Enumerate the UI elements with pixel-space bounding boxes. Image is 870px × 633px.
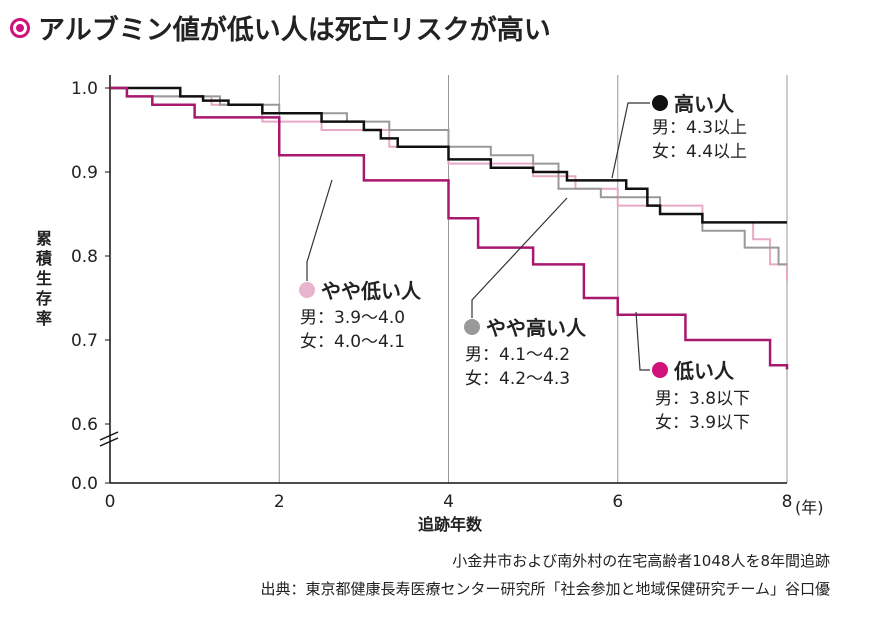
legend-sub: 女：4.2～4.3 (465, 369, 570, 389)
leader-line (471, 197, 568, 318)
x-tick-label: 4 (443, 492, 454, 512)
series-line-0 (110, 86, 787, 224)
series-line-3 (110, 86, 789, 370)
leader-line (611, 102, 650, 179)
legend-sub: 男：3.8以下 (655, 389, 750, 409)
legend-label: やや高い人 (486, 316, 587, 340)
y-tick-label: 0.6 (71, 415, 98, 435)
legend-dot-icon (299, 282, 315, 298)
legend-dot-icon (652, 362, 668, 378)
y-tick-label: 1.0 (71, 79, 98, 99)
x-axis-label: 追跡年数 (418, 515, 483, 534)
legend-sub: 女：4.0～4.1 (300, 332, 405, 352)
leader-line (306, 179, 333, 281)
axis-break-mark (99, 437, 119, 447)
legend-sub: 男：4.3以上 (652, 118, 747, 138)
title-text: アルブミン値が低い人は死亡リスクが高い (38, 15, 551, 46)
series-line-1 (110, 87, 787, 266)
y-axis-label: 累積生存率 (33, 230, 52, 330)
axis-break-mark (99, 431, 119, 441)
bullet-icon (10, 17, 30, 38)
leader-line (635, 311, 650, 371)
y-tick-label: 0.9 (71, 163, 98, 183)
legend-sub: 女：4.4以上 (652, 142, 747, 162)
y-tick-label: 0.8 (71, 247, 98, 267)
legend-label: 高い人 (674, 92, 735, 116)
legend-label: やや低い人 (321, 279, 422, 303)
x-tick-label: 8 (782, 492, 793, 512)
legend-sub: 男：3.9～4.0 (300, 308, 405, 328)
note-cohort: 小金井市および南外村の在宅高齢者1048人を8年間追跡 (452, 552, 830, 570)
x-unit: (年) (795, 498, 824, 517)
x-tick-label: 2 (274, 492, 285, 512)
note-source: 出典：東京都健康長寿医療センター研究所「社会参加と地域保健研究チーム」谷口優 (260, 580, 830, 598)
y-tick-label: 0.7 (71, 331, 98, 351)
legend-label: 低い人 (673, 359, 735, 383)
legend-dot-icon (464, 319, 480, 335)
x-tick-label: 6 (612, 492, 623, 512)
legend-sub: 男：4.1～4.2 (465, 345, 570, 365)
y-tick-label: 0.0 (71, 474, 98, 494)
chart-title: アルブミン値が低い人は死亡リスクが高い (10, 8, 551, 47)
legend-sub: 女：3.9以下 (655, 413, 750, 433)
legend-dot-icon (652, 95, 668, 111)
x-tick-label: 0 (105, 492, 116, 512)
